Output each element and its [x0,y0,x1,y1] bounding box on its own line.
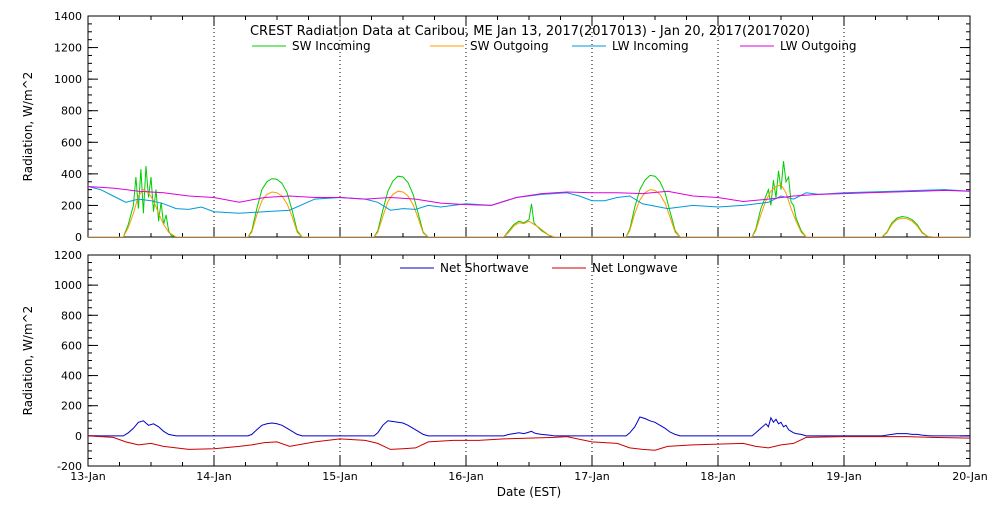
x-tick-label: 19-Jan [826,470,862,483]
series-line-lw-incoming [88,186,970,214]
x-tick-label: 20-Jan [952,470,988,483]
top-panel: 0 200 400 600 800 1000 1200 1400 Radiation, W/m^… [21,10,971,244]
y-tick-label: 1000 [54,73,82,86]
x-tick-label: 17-Jan [574,470,610,483]
y-tick-label: 1200 [54,42,82,55]
chart-title: CREST Radiation Data at Caribou, ME Jan … [250,24,810,39]
y-tick-label: 1400 [54,10,82,23]
y-tick-label: 1200 [54,249,82,262]
plot-frame [87,254,971,467]
legend-label-lw-incoming: LW Incoming [612,39,689,53]
series-line-sw-outgoing [88,184,970,237]
y-axis-title: Radiation, W/m^2 [21,72,35,182]
y-tick-label: 200 [61,199,82,212]
y-tick-label: 200 [61,400,82,413]
series-line-lw-outgoing [88,186,970,206]
legend-label-sw-incoming: SW Incoming [292,39,371,53]
y-axis-title: Radiation, W/m^2 [21,306,35,416]
x-tick-label: 15-Jan [322,470,358,483]
legend-label-net-longwave: Net Longwave [592,261,678,275]
series-line-net-longwave [88,435,970,451]
bottom-panel: -200 0 200 400 600 800 1000 1200 13-Jan 14-Jan 15-… [21,249,988,499]
y-tick-label: 1000 [54,279,82,292]
y-tick-label: 800 [61,105,82,118]
y-tick-label: 600 [61,136,82,149]
legend-label-lw-outgoing: LW Outgoing [780,39,857,53]
y-tick-label: 0 [75,430,82,443]
y-tick-label: 600 [61,339,82,352]
y-tick-label: 400 [61,168,82,181]
y-tick-label: 400 [61,370,82,383]
series-line-net-shortwave [88,416,970,437]
x-tick-label: 13-Jan [70,470,106,483]
x-axis-title: Date (EST) [497,485,561,499]
x-tick-label: 16-Jan [448,470,484,483]
legend-label-sw-outgoing: SW Outgoing [470,39,549,53]
y-tick-label: 0 [75,231,82,244]
y-tick-label: 800 [61,309,82,322]
legend-label-net-shortwave: Net Shortwave [440,261,529,275]
y-tick-label: -200 [57,460,82,473]
x-tick-label: 14-Jan [196,470,232,483]
x-tick-label: 18-Jan [700,470,736,483]
